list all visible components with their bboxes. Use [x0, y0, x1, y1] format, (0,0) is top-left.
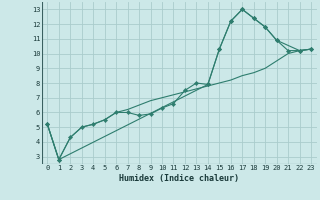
X-axis label: Humidex (Indice chaleur): Humidex (Indice chaleur) [119, 174, 239, 183]
